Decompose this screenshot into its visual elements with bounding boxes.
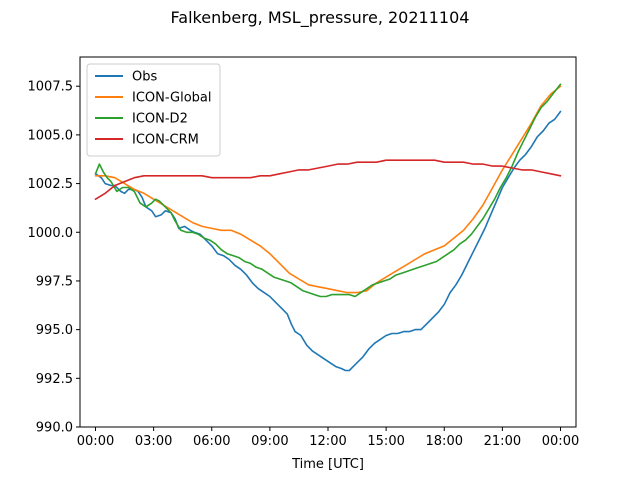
- x-axis: 00:00 03:00 06:00 09:00 12:00 15:00 18:00 21:00…: [77, 427, 579, 449]
- series-line-icon-d2: [94, 83, 562, 298]
- y-tick-label: 1007.5: [28, 80, 74, 95]
- x-tick-label: 15:00: [367, 434, 404, 449]
- legend-box: [86, 63, 221, 157]
- plot-frame: [79, 56, 577, 428]
- y-tick-label: 1002.5: [28, 177, 74, 192]
- x-tick-label: 03:00: [135, 434, 172, 449]
- legend-label: Obs: [132, 70, 157, 85]
- y-axis: 990.0 992.5 995.0 997.5 1000.0 1002.5 1005.0 10…: [28, 80, 80, 436]
- y-tick-label: 995.0: [36, 323, 73, 338]
- legend-label: ICON-CRM: [132, 133, 199, 148]
- y-tick-label: 1000.0: [28, 226, 74, 241]
- legend-label: ICON-Global: [132, 91, 212, 106]
- x-tick-label: 06:00: [193, 434, 230, 449]
- series-lines: [94, 83, 562, 372]
- x-tick-label: 18:00: [426, 434, 463, 449]
- x-tick-label: 00:00: [542, 434, 579, 449]
- y-tick-label: 990.0: [36, 421, 73, 436]
- legend-label: ICON-D2: [132, 112, 188, 127]
- y-tick-label: 997.5: [36, 274, 73, 289]
- x-axis-label: Time [UTC]: [291, 457, 364, 472]
- series-line-icon-crm: [94, 159, 562, 200]
- legend: Obs ICON-Global ICON-D2 ICON-CRM: [86, 63, 221, 157]
- x-tick-label: 09:00: [251, 434, 288, 449]
- chart-title: Falkenberg, MSL_pressure, 20211104: [171, 8, 470, 28]
- y-tick-label: 1005.0: [28, 128, 74, 143]
- x-tick-label: 12:00: [309, 434, 346, 449]
- series-line-obs: [94, 110, 562, 372]
- x-tick-label: 00:00: [77, 434, 114, 449]
- y-tick-label: 992.5: [36, 372, 73, 387]
- x-tick-label: 21:00: [484, 434, 521, 449]
- series-line-icon-global: [94, 85, 562, 294]
